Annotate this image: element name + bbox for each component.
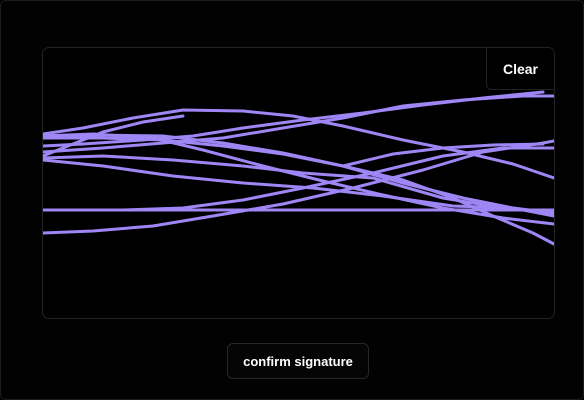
signature-stroke bbox=[43, 154, 554, 215]
signature-stroke bbox=[341, 142, 545, 168]
clear-button[interactable]: Clear bbox=[486, 48, 554, 90]
confirm-signature-button[interactable]: confirm signature bbox=[227, 343, 369, 379]
signature-stroke bbox=[43, 108, 554, 180]
signature-stroke bbox=[43, 139, 554, 235]
signature-stroke bbox=[43, 114, 185, 158]
signature-stroke bbox=[43, 132, 554, 226]
signature-stroke bbox=[43, 94, 554, 154]
signature-pad[interactable]: Clear bbox=[42, 47, 555, 319]
signature-canvas[interactable] bbox=[43, 48, 554, 318]
signature-stroke bbox=[43, 158, 554, 218]
